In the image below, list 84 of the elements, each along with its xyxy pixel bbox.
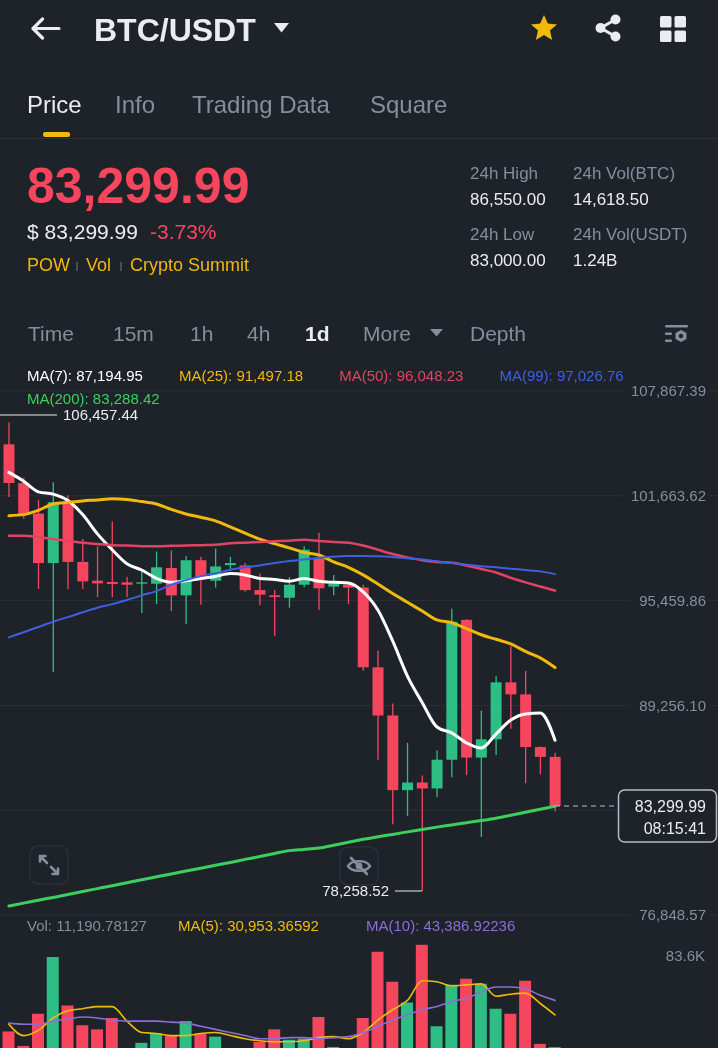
- text: $ 83,299.99: [27, 220, 138, 244]
- bar: [150, 1033, 163, 1048]
- text: MA(7): 87,194.95: [27, 367, 143, 384]
- annotation: 106,457.44: [63, 406, 139, 424]
- text: Vol: 11,190.78127: [27, 917, 147, 934]
- text: 4h: [247, 322, 271, 346]
- bar: [76, 1025, 89, 1048]
- text: 24h Vol(BTC): [573, 163, 676, 183]
- line-series: [7, 804, 557, 908]
- text: MA(10): 43,386.92236: [366, 917, 516, 934]
- bar: [209, 1036, 222, 1048]
- text: More: [363, 322, 411, 346]
- text: 1.24B: [573, 250, 618, 270]
- text: BTC/USDT: [94, 12, 256, 48]
- text: MA(50): 96,048.23: [339, 367, 464, 384]
- bar: [445, 984, 458, 1048]
- y-tick-label: 89,256.10: [639, 696, 706, 714]
- bar: [312, 1016, 325, 1048]
- y-tick-label: 107,867.39: [630, 382, 706, 400]
- text: 08:15:41: [643, 819, 707, 837]
- text: POW: [27, 255, 70, 276]
- text: Time: [28, 322, 74, 346]
- text: 83.6K: [665, 947, 705, 964]
- ref-line-label: 83,299.99: [634, 797, 707, 815]
- y-tick-label: 76,848.57: [639, 906, 706, 924]
- candlestick: [106, 520, 118, 598]
- bar: [17, 1045, 30, 1048]
- text: 83,000.00: [470, 250, 546, 270]
- text: MA(25): 91,497.18: [178, 367, 304, 384]
- text: MA(5): 30,953.36592: [178, 917, 319, 934]
- bar: [61, 1005, 74, 1048]
- candlestick: [505, 645, 517, 730]
- text: Depth: [470, 322, 527, 346]
- bar: [2, 1031, 15, 1048]
- candlestick: [269, 589, 281, 637]
- candlestick: [402, 742, 414, 817]
- bar: [356, 1017, 369, 1048]
- bar: [194, 1033, 207, 1048]
- bar: [401, 1002, 414, 1048]
- text: 24h Vol(USDT): [573, 224, 688, 244]
- text: MA(99): 97,026.76: [499, 367, 624, 384]
- text: 86,550.00: [470, 189, 546, 209]
- bar: [371, 951, 384, 1048]
- text: Square: [370, 90, 448, 118]
- y-tick-label: 101,663.62: [630, 487, 706, 505]
- text: 24h Low: [470, 224, 535, 244]
- candlestick: [77, 538, 89, 590]
- candlestick: [283, 576, 295, 609]
- line-series: [7, 555, 557, 639]
- text: -3.73%: [150, 220, 217, 244]
- text: Price: [27, 90, 82, 118]
- text: 15m: [113, 322, 154, 346]
- candlestick: [254, 572, 266, 606]
- text: Crypto Summit: [130, 255, 250, 276]
- bar: [489, 1008, 502, 1048]
- candlestick: [121, 576, 133, 598]
- bar: [91, 1029, 104, 1048]
- bar: [474, 983, 487, 1048]
- bar: [164, 1035, 177, 1048]
- text: Info: [115, 90, 156, 118]
- text: 1d: [305, 322, 330, 346]
- bar: [430, 1026, 443, 1048]
- bar: [105, 1017, 118, 1048]
- text: 14,618.50: [573, 189, 649, 209]
- line-series: [7, 497, 557, 670]
- text: 83,299.99: [27, 158, 250, 214]
- text: 1h: [190, 322, 214, 346]
- bar: [519, 980, 532, 1048]
- bar: [46, 956, 59, 1048]
- bar: [386, 981, 399, 1048]
- bar: [460, 978, 473, 1048]
- bar: [135, 1042, 148, 1048]
- text: Vol: [86, 255, 112, 276]
- y-tick-label: 95,459.86: [639, 591, 706, 609]
- text: 24h High: [470, 163, 539, 183]
- candlestick: [136, 569, 148, 614]
- text: MA(200): 83,288.42: [27, 390, 160, 407]
- bar: [415, 944, 428, 1048]
- annotation: 78,258.52: [322, 882, 389, 900]
- bar: [533, 1043, 546, 1048]
- candlestick: [534, 745, 546, 776]
- text: Trading Data: [192, 90, 330, 118]
- bar: [253, 1041, 266, 1048]
- bar: [504, 1013, 517, 1048]
